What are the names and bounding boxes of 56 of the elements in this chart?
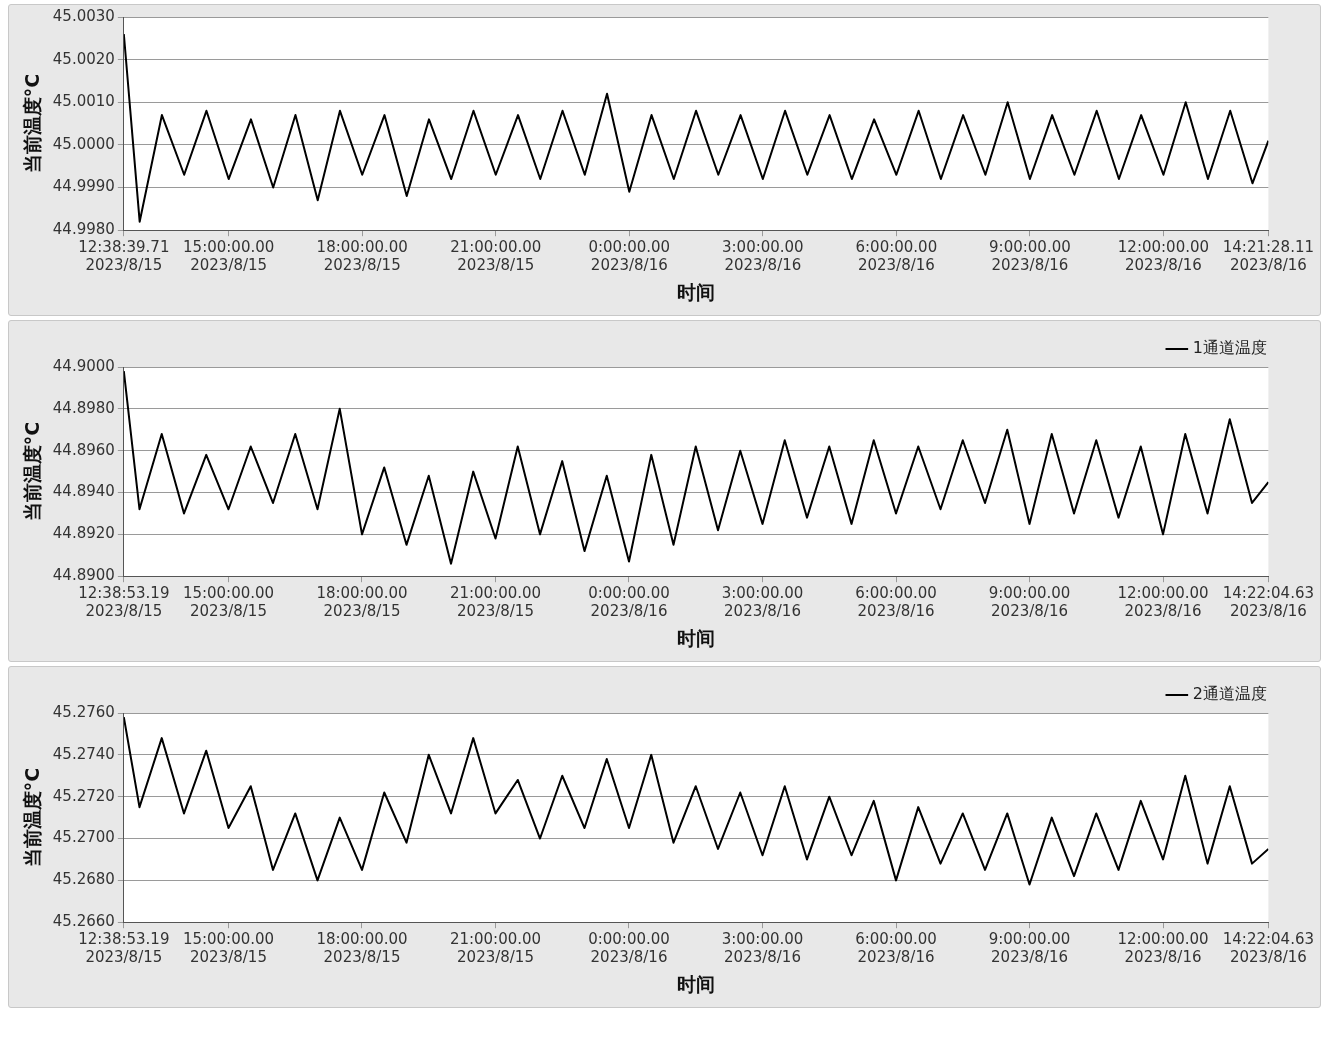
y-tick-label: 44.9000 <box>52 356 115 375</box>
y-tick-label: 44.9980 <box>52 220 115 239</box>
x-tick-label: 6:00:00.00 2023/8/16 <box>855 238 938 275</box>
x-tick-label: 21:00:00.00 2023/8/15 <box>450 238 542 275</box>
x-tick-label: 18:00:00.00 2023/8/15 <box>316 238 408 275</box>
y-tick-label: 44.8900 <box>52 566 115 585</box>
x-tick-label: 15:00:00.00 2023/8/15 <box>183 238 275 275</box>
x-tick-label: 18:00:00.00 2023/8/15 <box>316 584 408 621</box>
x-tick-label: 21:00:00.00 2023/8/15 <box>449 584 542 621</box>
legend-label: 2通道温度 <box>1192 684 1268 704</box>
x-tick-label: 15:00:00.00 2023/8/15 <box>182 930 275 967</box>
x-tick-label: 12:38:39.71 2023/8/15 <box>78 238 170 275</box>
y-tick-label: 45.2720 <box>52 786 115 805</box>
y-axis-title: 当前温度°C <box>21 767 44 868</box>
y-tick-label: 45.2760 <box>52 702 115 721</box>
x-tick-label: 0:00:00.00 2023/8/16 <box>588 930 670 967</box>
x-axis-title: 时间 <box>677 972 716 995</box>
y-tick-label: 45.0020 <box>52 49 115 68</box>
x-tick-label: 21:00:00.00 2023/8/15 <box>449 930 542 967</box>
y-tick-label: 44.9990 <box>52 177 115 196</box>
x-tick-label: 12:38:53.19 2023/8/15 <box>78 584 170 621</box>
y-tick-label: 45.0030 <box>52 6 115 25</box>
x-axis-title: 时间 <box>677 280 716 303</box>
y-tick-label: 45.2700 <box>52 828 115 847</box>
x-tick-label: 15:00:00.00 2023/8/15 <box>182 584 275 621</box>
x-tick-label: 0:00:00.00 2023/8/16 <box>588 238 671 275</box>
x-tick-label: 12:00:00.00 2023/8/16 <box>1117 930 1209 967</box>
y-axis-title: 当前温度°C <box>21 421 44 522</box>
x-tick-label: 3:00:00.00 2023/8/16 <box>721 930 804 967</box>
y-tick-label: 45.0000 <box>52 134 115 153</box>
x-tick-label: 9:00:00.00 2023/8/16 <box>989 238 1071 275</box>
legend-label: 1通道温度 <box>1192 338 1268 358</box>
x-axis-title: 时间 <box>677 626 716 649</box>
x-tick-label: 12:00:00.00 2023/8/16 <box>1117 238 1210 275</box>
x-tick-label: 12:38:53.19 2023/8/15 <box>78 930 170 967</box>
y-tick-label: 45.0010 <box>52 92 115 111</box>
x-tick-label: 9:00:00.00 2023/8/16 <box>988 584 1071 621</box>
x-tick-label: 0:00:00.00 2023/8/16 <box>588 584 670 621</box>
x-tick-label: 18:00:00.00 2023/8/15 <box>316 930 408 967</box>
x-tick-label: 6:00:00.00 2023/8/16 <box>855 584 937 621</box>
y-tick-label: 44.8940 <box>52 482 115 501</box>
x-tick-label: 14:22:04.63 2023/8/16 <box>1222 930 1315 967</box>
y-tick-label: 45.2680 <box>52 870 115 889</box>
x-tick-label: 3:00:00.00 2023/8/16 <box>721 238 804 275</box>
x-tick-label: 3:00:00.00 2023/8/16 <box>721 584 804 621</box>
y-tick-label: 45.2660 <box>52 912 115 931</box>
x-tick-label: 12:00:00.00 2023/8/16 <box>1117 584 1209 621</box>
y-tick-label: 45.2740 <box>52 744 115 763</box>
y-tick-label: 44.8920 <box>52 524 115 543</box>
y-axis-title: 当前温度°C <box>21 73 44 174</box>
y-tick-label: 44.8980 <box>52 398 115 417</box>
x-tick-label: 14:21:28.11 2023/8/16 <box>1222 238 1315 275</box>
x-tick-label: 14:22:04.63 2023/8/16 <box>1222 584 1315 621</box>
y-tick-label: 44.8960 <box>52 440 115 459</box>
x-tick-label: 9:00:00.00 2023/8/16 <box>988 930 1071 967</box>
x-tick-label: 6:00:00.00 2023/8/16 <box>855 930 937 967</box>
